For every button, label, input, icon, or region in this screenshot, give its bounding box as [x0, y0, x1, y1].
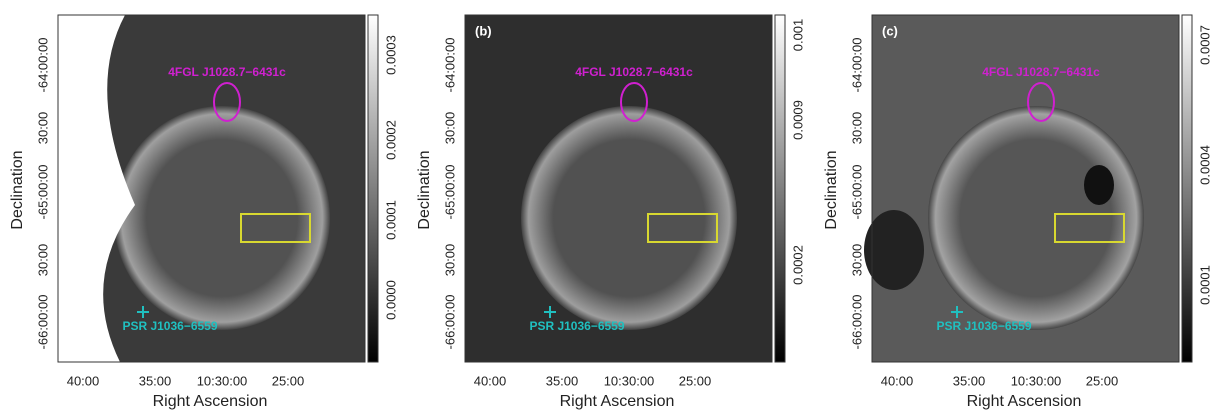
remnant-shell — [928, 106, 1144, 330]
source-label: 4FGL J1028.7−6431c — [575, 65, 693, 79]
y-tick-label: -64:00:00 — [442, 38, 457, 93]
figure: (a) 4FGL J1028.7−6431c PSR J1036−6559 0.000… — [0, 0, 1222, 414]
colorbar-tick-label: 0.0001 — [383, 200, 398, 240]
colorbar-tick-label: 0.0003 — [383, 35, 398, 75]
y-tick-label: -65:00:00 — [849, 165, 864, 220]
pulsar-label: PSR J1036−6559 — [529, 319, 624, 333]
x-axis-label: Right Ascension — [153, 393, 268, 410]
y-tick-label: 30:00 — [35, 112, 50, 145]
panel-label: (b) — [475, 23, 492, 38]
y-tick-label: -66:00:00 — [442, 295, 457, 350]
x-tick-label: 40:00 — [881, 373, 914, 388]
x-axis-label: Right Ascension — [967, 393, 1082, 410]
y-tick-label: 30:00 — [849, 244, 864, 277]
pulsar-label: PSR J1036−6559 — [122, 319, 217, 333]
x-tick-label: 35:00 — [546, 373, 579, 388]
colorbar-tick-label: 0.001 — [790, 19, 805, 52]
y-axis-label: Declination — [823, 150, 840, 229]
remnant-shell — [114, 106, 330, 330]
panel-label: (c) — [882, 23, 898, 38]
y-axis-label: Declination — [416, 150, 433, 229]
y-axis-label: Declination — [9, 150, 26, 229]
colorbar-tick-label: 0.0009 — [790, 100, 805, 140]
colorbar-tick-label: 0.0000 — [383, 280, 398, 320]
remnant-shell — [521, 106, 737, 330]
y-tick-label: 30:00 — [35, 244, 50, 277]
colorbar-tick-label: 0.0001 — [1197, 265, 1212, 305]
y-tick-label: 30:00 — [442, 112, 457, 145]
panel: (b) 4FGL J1028.7−6431c PSR J1036−6559 0.001… — [416, 15, 805, 410]
x-axis-label: Right Ascension — [560, 393, 675, 410]
source-label: 4FGL J1028.7−6431c — [982, 65, 1100, 79]
x-tick-label: 25:00 — [1086, 373, 1119, 388]
colorbar-tick-label: 0.0004 — [1197, 145, 1212, 185]
x-tick-label: 40:00 — [67, 373, 100, 388]
colorbar-tick-label: 0.0002 — [790, 245, 805, 285]
colorbar — [1182, 15, 1192, 362]
y-tick-label: -66:00:00 — [35, 295, 50, 350]
x-tick-label: 40:00 — [474, 373, 507, 388]
y-tick-label: -66:00:00 — [849, 295, 864, 350]
x-tick-label: 25:00 — [679, 373, 712, 388]
colorbar-tick-label: 0.0007 — [1197, 25, 1212, 65]
x-tick-label: 35:00 — [139, 373, 172, 388]
dark-patch — [1084, 165, 1114, 205]
x-tick-label: 35:00 — [953, 373, 986, 388]
y-tick-label: 30:00 — [442, 244, 457, 277]
y-tick-label: -65:00:00 — [35, 165, 50, 220]
dark-patch — [864, 210, 924, 290]
panel: (c) 4FGL J1028.7−6431c PSR J1036−6559 0.000… — [823, 15, 1212, 410]
panel: (a) 4FGL J1028.7−6431c PSR J1036−6559 0.000… — [9, 15, 398, 410]
y-tick-label: -64:00:00 — [35, 38, 50, 93]
y-tick-label: -65:00:00 — [442, 165, 457, 220]
x-tick-label: 10:30:00 — [197, 373, 248, 388]
y-tick-label: -64:00:00 — [849, 38, 864, 93]
colorbar-tick-label: 0.0002 — [383, 120, 398, 160]
colorbar — [775, 15, 785, 362]
pulsar-label: PSR J1036−6559 — [936, 319, 1031, 333]
colorbar — [368, 15, 378, 362]
x-tick-label: 25:00 — [272, 373, 305, 388]
x-tick-label: 10:30:00 — [604, 373, 655, 388]
source-label: 4FGL J1028.7−6431c — [168, 65, 286, 79]
x-tick-label: 10:30:00 — [1011, 373, 1062, 388]
panel-label: (a) — [68, 23, 84, 38]
y-tick-label: 30:00 — [849, 112, 864, 145]
